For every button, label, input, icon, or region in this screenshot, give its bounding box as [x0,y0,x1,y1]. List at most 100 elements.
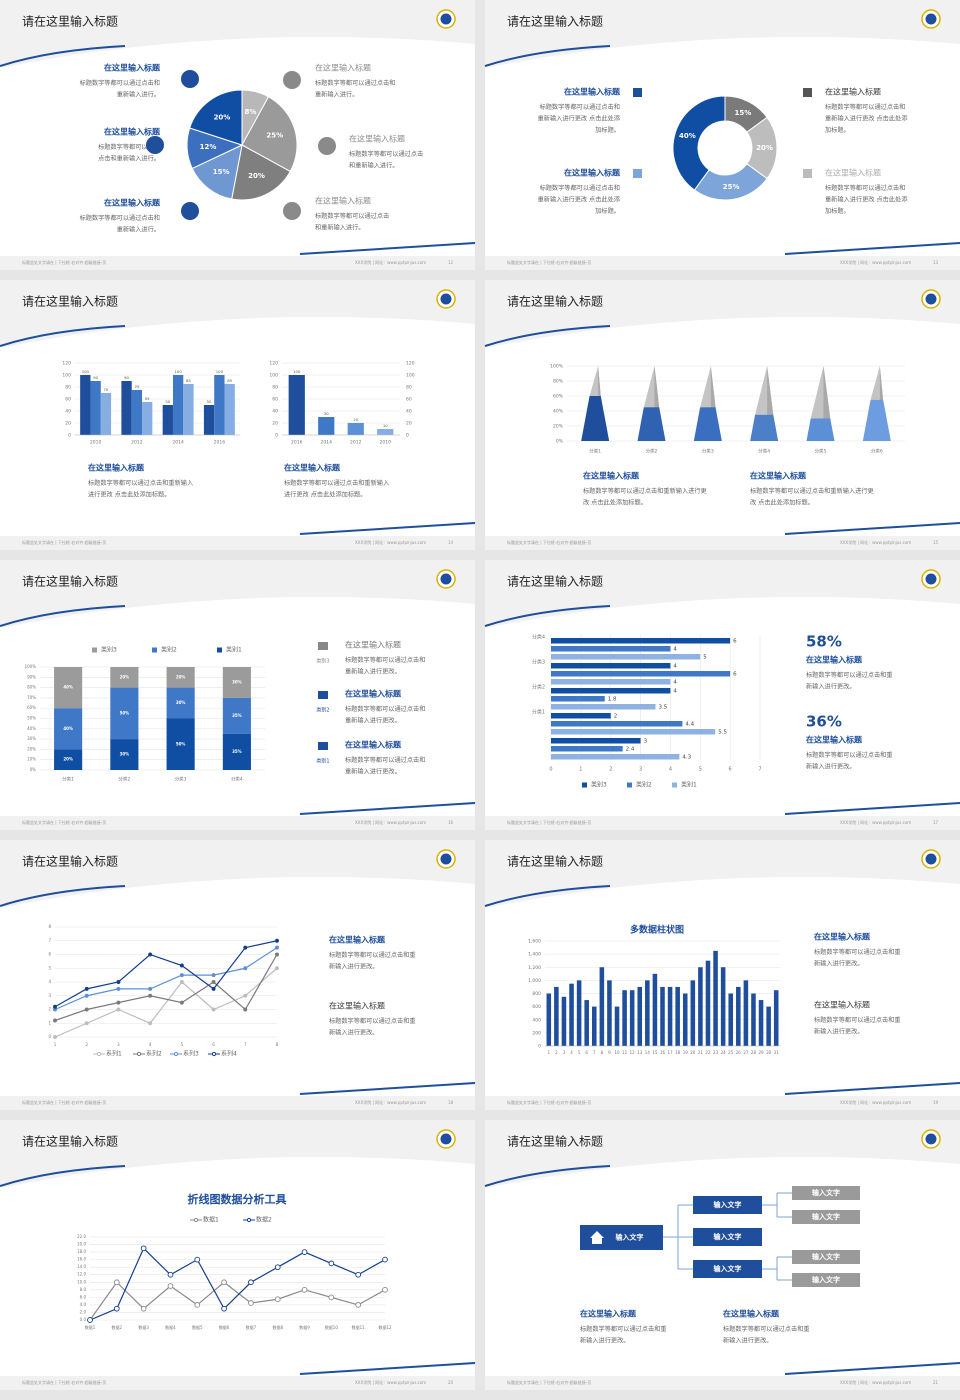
marker [148,986,153,991]
item-text: 重新输入进行更改 点击此处添 [825,115,907,123]
page-number: 18 [448,1100,454,1105]
bar [622,990,627,1046]
y-tick-label: 120 [62,361,71,367]
pyramid-face [654,366,660,410]
x-tick-label: 18 [675,1050,681,1055]
marker [382,1286,388,1293]
bar [318,417,335,435]
bar [203,405,215,435]
slice-label: 15% [735,109,752,117]
y-tick-label: 100 [62,373,71,379]
x-tick-label: 数据2 [112,1324,123,1330]
y-tick-label: 4 [48,979,51,984]
x-tick-label: 1 [548,1050,551,1055]
legend-swatch [627,782,632,788]
marker [116,986,121,991]
page-number: 21 [933,1380,939,1385]
marker [116,1007,121,1012]
stacked-bar [222,697,251,734]
slide-title: 请在这里输入标题 [507,574,603,589]
item-title: 在这里输入标题 [806,735,863,745]
slide-body [0,876,475,1096]
y-tick-label: 100 [269,373,278,379]
bar [645,980,650,1046]
marker [194,1256,201,1263]
x-tick-label: 7 [593,1050,596,1055]
value-label: 30% [232,679,242,684]
home-icon [590,1231,604,1244]
marker [87,1317,93,1323]
x-tick-label: 4 [669,767,672,773]
value-label: 5.5 [718,729,727,735]
footer-text: 标题此处文字请在 | 下拉框-右对齐-超级链接-页 [22,539,106,545]
item-title: 在这里输入标题 [806,655,863,665]
item-text: 重新输入进行更改 点击此处添 [538,115,620,123]
legend-swatch [193,1217,199,1223]
marker [211,973,216,978]
legend-label: 类别3 [101,646,117,654]
marker [84,986,89,991]
y-tick-label: 70% [27,695,36,700]
item-title: 在这里输入标题 [104,127,161,137]
x-tick-label: 10 [614,1050,620,1055]
footer-text: 标题此处文字请在 | 下拉框-右对齐-超级链接-页 [507,1379,591,1385]
item-text: 标题数字等都可以通过点击和重新输入 [284,479,389,487]
x-tick-label: 20 [690,1050,696,1055]
stacked-bar [166,718,195,770]
bar [766,1006,771,1046]
x-tick-label: 分类6 [871,448,883,455]
item-title: 在这里输入标题 [825,168,881,178]
bar [773,990,779,1046]
line [54,954,278,1022]
footer-text: 标题此处文字请在 | 下拉框-右对齐-超级链接-页 [22,1379,106,1385]
pie-slice [231,144,291,201]
x-tick-label: 5 [578,1050,581,1055]
y-tick-label: 400 [532,1017,541,1023]
x-tick-label: 15 [652,1050,658,1055]
bar [121,381,132,435]
stacked-bar [54,708,83,750]
node [693,1260,762,1278]
x-tick-label: 数据5 [192,1324,203,1330]
bar [377,429,394,435]
y2-tick-label: 80 [406,385,412,391]
y-tick-label: 2.0 [80,1309,87,1314]
marker [179,973,184,978]
x-tick-label: 8 [601,1050,604,1055]
y-tick-label: 0% [30,767,37,772]
pyramid-face [767,366,774,417]
legend-swatch [96,1051,102,1057]
marker [148,952,153,957]
marker [113,1279,120,1286]
y2-tick-label: 20 [406,421,412,427]
slice-label: 40% [679,132,696,140]
y-tick-label: 18.0 [77,1249,86,1254]
marker [211,980,216,984]
page-number: 20 [448,1380,454,1385]
y-tick-label: 分类4 [532,634,545,641]
footer-text: XXX学院 | 网址：www.pptpinjus.com [840,1379,911,1385]
marker [84,1007,89,1012]
pyramid [862,399,891,441]
item-title: 在这里输入标题 [104,63,161,73]
stacked-bar [166,667,195,688]
pyramid [637,407,666,441]
value-label: 35% [232,713,242,718]
pyramid [750,414,779,441]
slice-label: 12% [200,143,217,151]
x-tick-label: 1 [579,767,582,773]
swoosh [299,242,476,255]
x-tick-label: 数据10 [325,1324,339,1330]
footer-text: XXX学院 | 网址：www.pptpinjus.com [840,1099,911,1105]
value-label: 100 [82,369,90,374]
pyramid-face [879,366,884,402]
slide-title: 请在这里输入标题 [22,574,118,589]
item-title: 在这里输入标题 [104,198,161,208]
value-label: 100 [293,369,301,374]
legend-label: 类别2 [161,646,177,654]
y-tick-label: 20% [27,746,36,751]
line [54,947,278,1011]
item-text: 改 点击此处添加标题。 [750,499,814,507]
footer-text: XXX学院 | 网址：www.pptpinjus.com [840,819,911,825]
legend-label: 系列4 [221,1050,237,1058]
